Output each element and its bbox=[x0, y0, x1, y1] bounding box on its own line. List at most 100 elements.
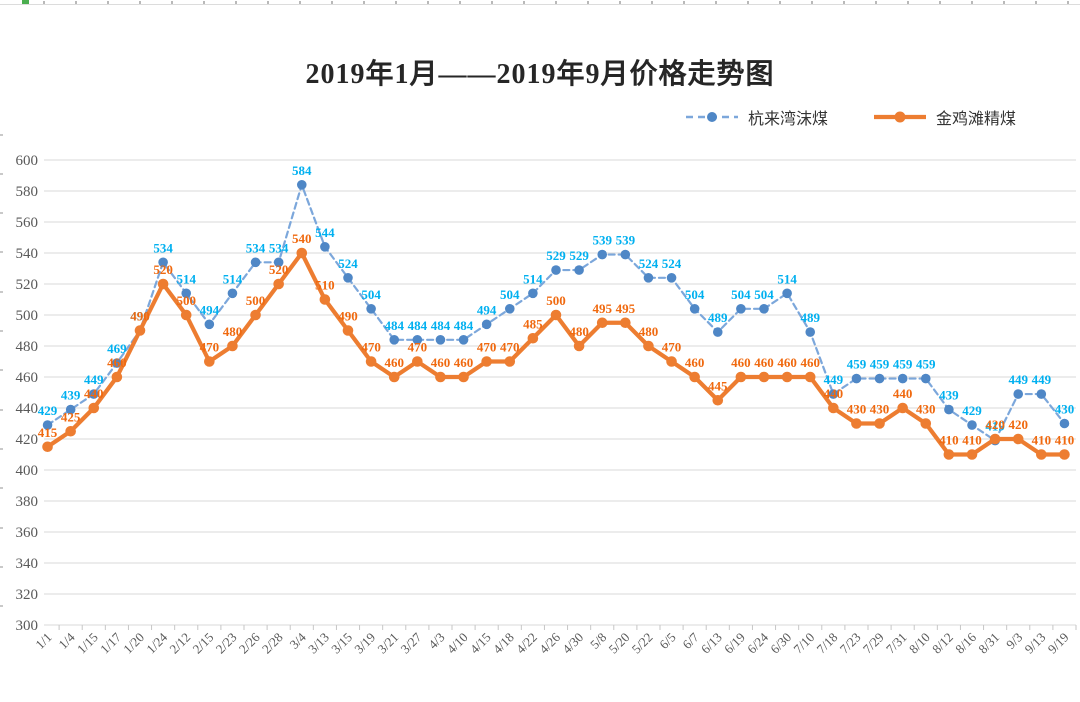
series-1-data-point bbox=[296, 180, 307, 190]
row-boundary-tick bbox=[0, 330, 3, 332]
series-1-data-point bbox=[1059, 418, 1070, 429]
series-1-data-point bbox=[689, 304, 700, 314]
x-axis-label: 8/31 bbox=[975, 630, 1002, 657]
series-1-data-label: 459 bbox=[893, 357, 913, 372]
x-axis-label: 6/13 bbox=[698, 630, 725, 657]
series-2-data-label: 440 bbox=[824, 386, 844, 401]
series-2-data-label: 495 bbox=[592, 301, 612, 316]
column-boundary-tick bbox=[331, 1, 333, 4]
series-2-data-point bbox=[527, 332, 539, 344]
y-axis-label: 480 bbox=[16, 339, 39, 355]
column-boundary-tick bbox=[363, 1, 365, 4]
series-1-data-label: 534 bbox=[246, 240, 266, 255]
series-2-data-point bbox=[596, 317, 608, 329]
series-1-data-point bbox=[736, 304, 746, 314]
series-1-data-label: 429 bbox=[38, 403, 58, 418]
series-2-data-label: 425 bbox=[61, 409, 81, 424]
series-2-data-point bbox=[550, 309, 562, 321]
series-2-data-label: 430 bbox=[870, 402, 890, 417]
series-1-data-label: 539 bbox=[616, 233, 636, 248]
series-2-data-point bbox=[828, 402, 839, 414]
series-1-data-point bbox=[551, 265, 561, 275]
series-2-data-label: 410 bbox=[1055, 433, 1075, 448]
series-2-data-label: 520 bbox=[153, 262, 173, 277]
y-axis-label: 460 bbox=[16, 370, 39, 386]
series-1-data-label: 484 bbox=[431, 318, 451, 333]
series-1-data-point bbox=[273, 257, 284, 268]
series-1-data-point bbox=[389, 335, 400, 345]
series-2-data-label: 410 bbox=[1032, 433, 1052, 448]
series-2-data-label: 460 bbox=[454, 355, 474, 370]
y-axis-label: 360 bbox=[16, 525, 39, 541]
series-2-data-point bbox=[666, 356, 677, 367]
column-boundary-tick bbox=[459, 1, 461, 4]
series-1-data-point bbox=[181, 288, 192, 299]
series-2-data-label: 470 bbox=[408, 340, 428, 355]
legend-label-series-1: 杭来湾沫煤 bbox=[747, 111, 828, 128]
series-2-data-point bbox=[111, 371, 123, 383]
column-boundary-tick bbox=[875, 1, 877, 4]
series-2-data-point bbox=[65, 425, 76, 437]
row-boundary-tick bbox=[0, 448, 3, 450]
column-boundary-tick bbox=[523, 1, 525, 4]
series-1-data-label: 439 bbox=[939, 388, 959, 403]
column-boundary-tick bbox=[779, 1, 781, 4]
series-1-data-point bbox=[412, 335, 423, 345]
x-axis-label: 7/23 bbox=[837, 630, 864, 657]
legend-item-series-1[interactable]: 杭来湾沫煤 bbox=[684, 105, 828, 129]
x-axis-label: 4/10 bbox=[444, 630, 471, 657]
legend-item-series-2[interactable]: 金鸡滩精煤 bbox=[872, 105, 1016, 129]
series-2-data-label: 500 bbox=[546, 293, 566, 308]
series-1-data-point bbox=[851, 373, 862, 384]
series-2-data-label: 445 bbox=[708, 378, 728, 393]
series-1-data-point bbox=[343, 273, 353, 283]
series-1-data-point bbox=[65, 404, 76, 415]
legend-label-series-2: 金鸡滩精煤 bbox=[935, 111, 1016, 128]
series-2-data-label: 470 bbox=[477, 340, 497, 355]
row-boundary-tick bbox=[0, 409, 3, 411]
series-1-data-point bbox=[828, 389, 839, 399]
dashed-line-marker-icon bbox=[685, 112, 738, 122]
y-axis-label: 380 bbox=[16, 494, 39, 510]
series-1-data-label: 514 bbox=[223, 271, 243, 286]
y-axis-label: 540 bbox=[16, 246, 39, 262]
x-axis-label: 3/13 bbox=[305, 630, 332, 657]
series-1-data-point bbox=[88, 389, 99, 399]
x-axis-label: 5/20 bbox=[605, 630, 632, 657]
column-boundary-tick bbox=[747, 1, 749, 4]
series-1-data-label: 449 bbox=[824, 372, 844, 387]
series-2-data-point bbox=[365, 356, 377, 367]
column-boundary-tick bbox=[267, 1, 269, 4]
y-axis-label: 560 bbox=[16, 215, 39, 231]
column-boundary-tick bbox=[43, 1, 45, 4]
column-boundary-tick bbox=[907, 1, 909, 4]
series-2-data-label: 480 bbox=[639, 324, 659, 339]
column-boundary-tick bbox=[939, 1, 941, 4]
column-boundary-tick bbox=[235, 1, 237, 4]
series-2-data-point bbox=[227, 340, 238, 352]
series-1-data-label: 529 bbox=[569, 248, 589, 263]
x-axis-label: 6/19 bbox=[721, 630, 748, 657]
column-boundary-tick bbox=[395, 1, 397, 4]
series-2-data-label: 415 bbox=[38, 425, 58, 440]
x-axis-label: 8/16 bbox=[952, 629, 979, 656]
series-1-data-point bbox=[805, 327, 816, 337]
series-1-data-label: 529 bbox=[546, 248, 566, 263]
column-boundary-tick bbox=[299, 1, 301, 4]
series-2-data-label: 420 bbox=[985, 417, 1005, 432]
x-axis-label: 8/12 bbox=[929, 630, 956, 657]
column-boundary-tick bbox=[619, 1, 621, 4]
x-axis-label: 5/22 bbox=[629, 630, 656, 657]
series-2-data-point bbox=[1036, 449, 1047, 460]
column-boundary-tick bbox=[555, 1, 557, 4]
series-1-data-label: 504 bbox=[361, 287, 381, 302]
series-1-data-label: 419 bbox=[985, 419, 1005, 434]
series-2-data-label: 490 bbox=[130, 309, 150, 324]
series-1-data-point bbox=[1036, 389, 1047, 399]
column-boundary-tick bbox=[587, 1, 589, 4]
column-boundary-tick bbox=[491, 1, 493, 4]
x-axis-label: 6/7 bbox=[679, 629, 702, 652]
series-2-data-label: 480 bbox=[223, 324, 243, 339]
series-2-data-label: 460 bbox=[107, 355, 127, 370]
